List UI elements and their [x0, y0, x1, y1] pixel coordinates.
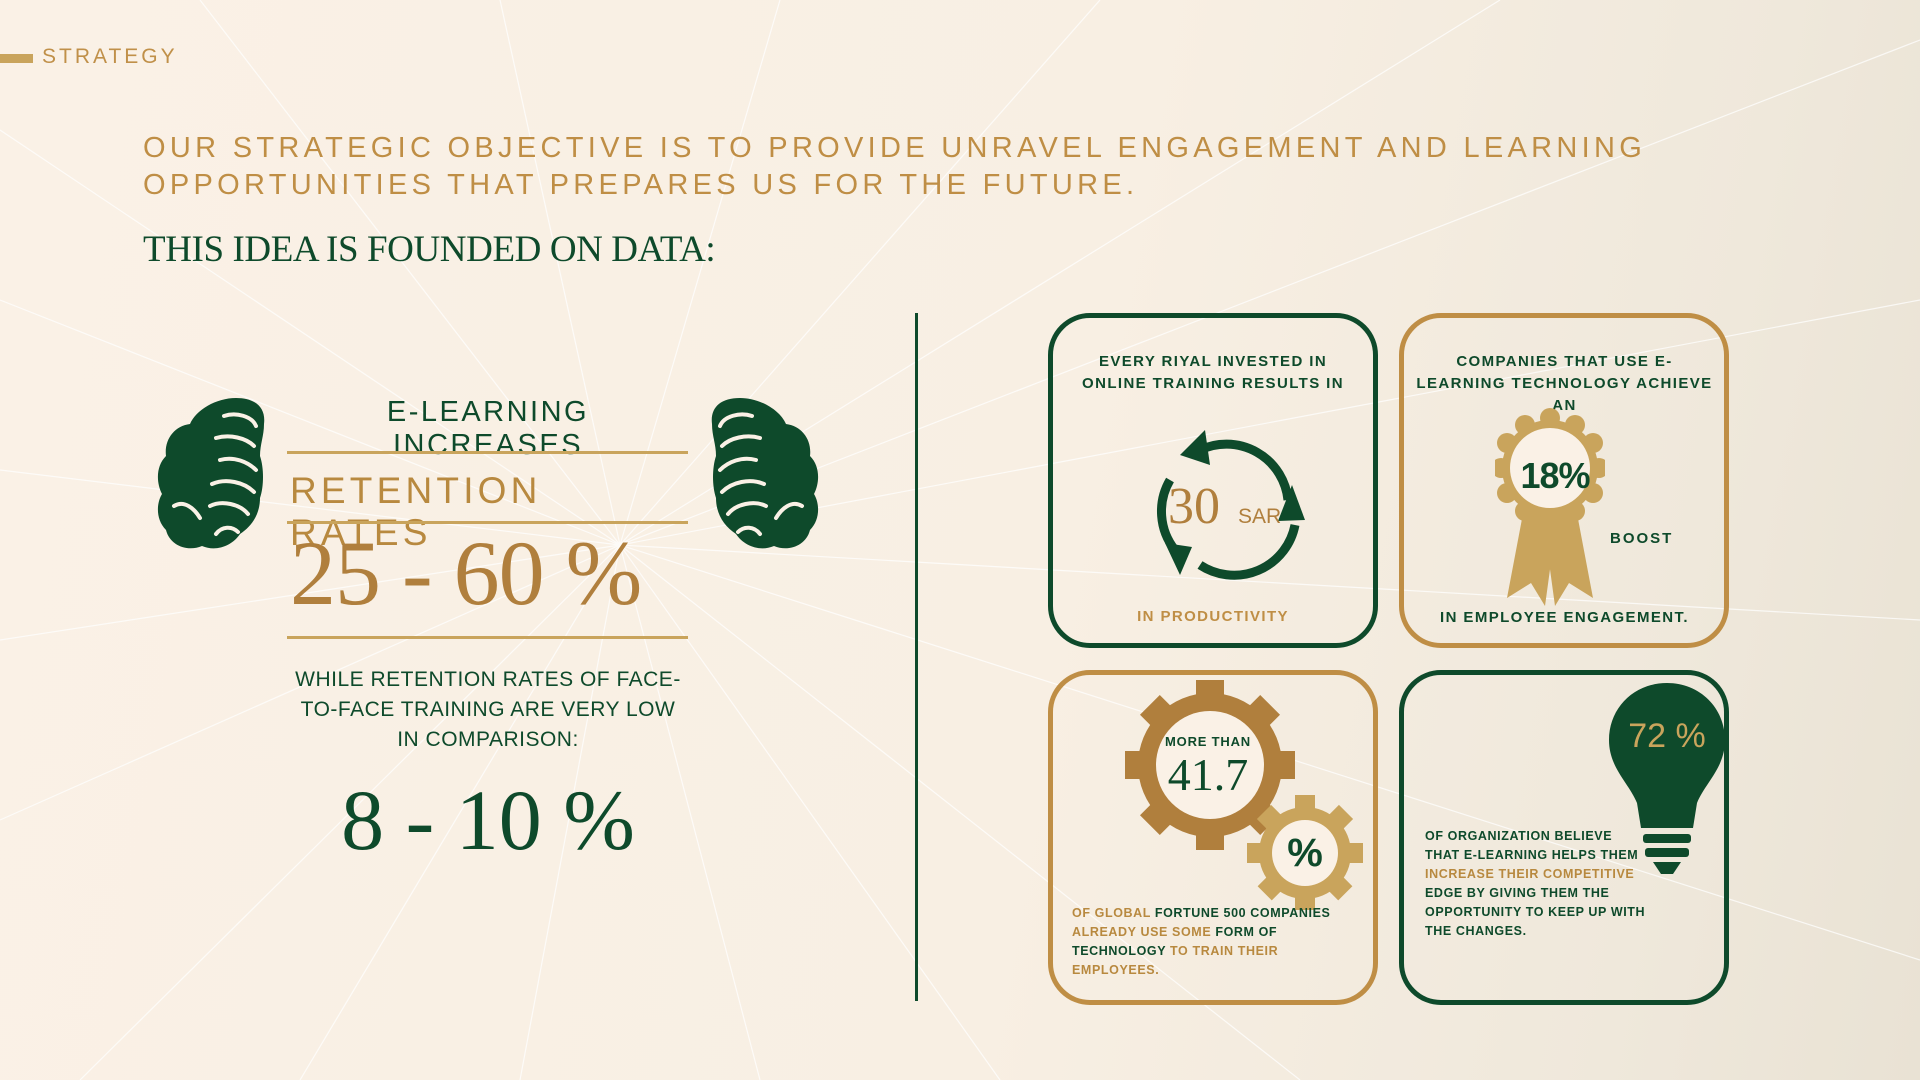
strategic-objective: OUR STRATEGIC OBJECTIVE IS TO PROVIDE UN…: [143, 132, 1647, 201]
elearning-increases: E-LEARNING INCREASES: [386, 396, 590, 461]
brain-icon: [711, 398, 819, 549]
divider-line: [287, 521, 688, 524]
founded-heading: THIS IDEA IS FOUNDED ON DATA:: [143, 229, 716, 270]
card-competitive-edge: [1399, 670, 1729, 1005]
section-label: STRATEGY: [42, 45, 178, 68]
lightbulb-icon: [1609, 683, 1725, 874]
card-engagement-footer: IN EMPLOYEE ENGAGEMENT.: [1440, 609, 1689, 626]
card-engagement-heading: COMPANIES THAT USE E-LEARNING TECHNOLOGY…: [1416, 353, 1713, 414]
fortune500-text: OF GLOBAL FORTUNE 500 COMPANIES ALREADY …: [1072, 906, 1331, 977]
competitive-edge-value: 72 %: [1628, 717, 1706, 755]
award-ribbon-icon: [1495, 408, 1605, 606]
productivity-value: 30: [1168, 478, 1220, 535]
section-marker: [0, 54, 33, 63]
brain-icon: [157, 398, 265, 549]
face-to-face-text: WHILE RETENTION RATES OF FACE-TO-FACE TR…: [295, 668, 681, 751]
boost-label: BOOST: [1610, 530, 1674, 547]
retention-range: 25 - 60 %: [290, 522, 642, 624]
card-fortune500: [1048, 670, 1378, 1005]
more-than-label: MORE THAN: [1165, 734, 1251, 749]
competitive-edge-text: OF ORGANIZATION BELIEVE THAT E-LEARNING …: [1425, 829, 1646, 938]
gears-icon: [1125, 680, 1363, 910]
productivity-unit: SAR: [1238, 505, 1282, 528]
card-productivity: [1048, 313, 1378, 648]
engagement-value: 18%: [1520, 455, 1590, 496]
cycle-arrows-icon: [1157, 430, 1305, 580]
vertical-divider: [915, 313, 918, 1001]
divider-line: [287, 451, 688, 454]
divider-line: [287, 636, 688, 639]
card-productivity-heading: EVERY RIYAL INVESTED IN ONLINE TRAINING …: [1082, 353, 1344, 392]
card-productivity-footer: IN PRODUCTIVITY: [1137, 608, 1289, 625]
face-to-face-range: 8 - 10 %: [341, 772, 635, 868]
fortune500-percent: %: [1287, 831, 1323, 875]
fortune500-value: 41.7: [1167, 749, 1249, 800]
retention-rates-label: RETENTION RATES: [290, 470, 542, 553]
card-engagement: [1399, 313, 1729, 648]
